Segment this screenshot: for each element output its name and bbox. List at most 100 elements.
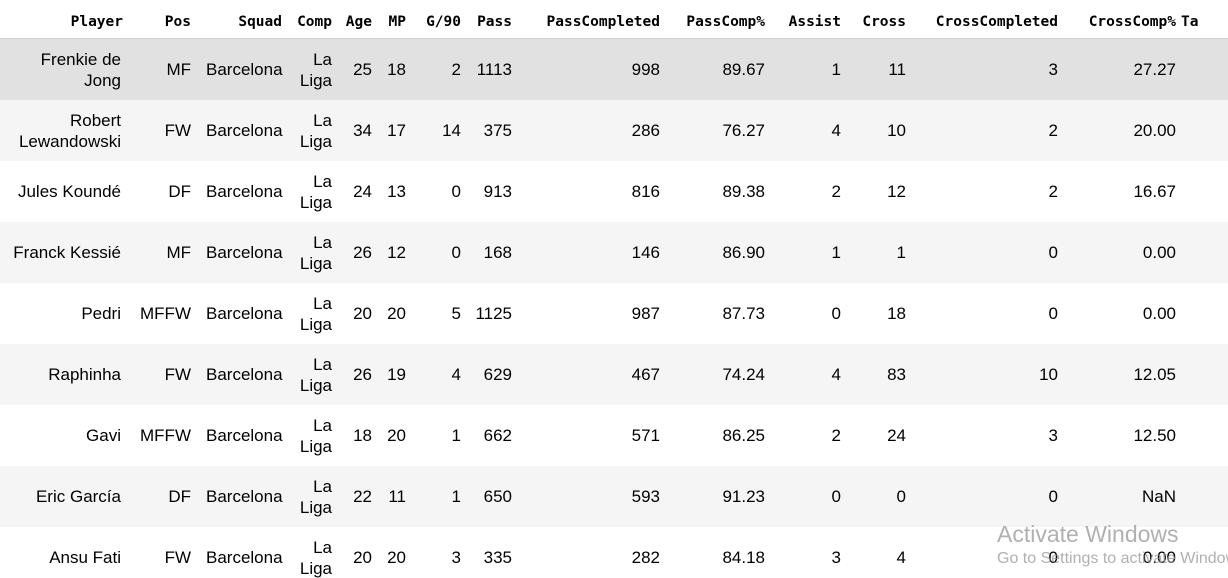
cell-cross: 83 [846,344,911,405]
cell-pos: FW [128,344,196,405]
cell-cross-comp-pct: 0.00 [1063,222,1181,283]
column-header: CrossCompleted [911,0,1063,39]
cell-pass-completed: 987 [631,304,660,323]
cell-age: 22 [337,466,377,527]
cell-pass-comp-pct: 74.24 [665,344,770,405]
column-header: Squad [196,0,287,39]
cell-pos: MF [128,38,196,100]
cell-age: 18 [353,426,372,445]
cell-assist: 1 [770,222,846,283]
cell-cross: 10 [846,100,911,161]
cell-cross: 12 [887,182,906,201]
cell-truncated [1181,527,1228,578]
cell-cross-completed: 2 [1048,182,1058,201]
cell-cross-completed: 3 [911,38,1063,100]
cell-cross-completed: 3 [1048,426,1058,445]
cell-cross: 18 [887,304,906,323]
cell-mp: 17 [377,100,411,161]
cell-squad: Barcelona [206,304,283,323]
cell-pass-completed: 467 [517,344,665,405]
cell-pass: 335 [483,548,512,567]
cell-cross-completed: 2 [911,100,1063,161]
cell-player: Robert Lewandowski [0,100,128,161]
cell-player: Franck Kessié [0,222,128,283]
cell-pass-comp-pct: 91.23 [665,466,770,527]
cell-player: Pedri [81,304,121,323]
column-header: PassCompleted [517,0,665,39]
table-row: Eric García DF Barcelona La Liga 22 11 1 650 593… [0,466,1228,527]
column-header: Assist [770,0,846,39]
cell-comp: La Liga [287,222,337,283]
cell-player: Ansu Fati [49,548,121,567]
cell-mp: 19 [377,344,411,405]
cell-pos: MFFW [140,426,191,445]
cell-g90: 1 [411,466,466,527]
cell-cross-comp-pct: 12.05 [1063,344,1181,405]
cell-assist: 0 [770,466,846,527]
cell-comp: La Liga [287,344,337,405]
cell-age: 26 [337,222,377,283]
cell-pos: MFFW [140,304,191,323]
cell-squad: Barcelona [206,548,283,567]
cell-mp: 20 [387,426,406,445]
cell-g90: 3 [451,548,461,567]
cell-truncated [1181,466,1228,527]
cell-age: 24 [353,182,372,201]
cell-pass-completed: 593 [517,466,665,527]
cell-g90: 1 [451,426,461,445]
cell-pos: FW [164,548,191,567]
table-row: Gavi MFFW Barcelona La Liga 18 20 1 662 571 86.25… [0,405,1228,466]
cell-g90: 0 [411,222,466,283]
cell-comp: La Liga [299,415,332,456]
cell-pos: FW [128,100,196,161]
cell-mp: 11 [377,466,411,527]
cell-squad: Barcelona [196,38,287,100]
cell-pass: 375 [466,100,517,161]
cell-pass-comp-pct: 86.90 [665,222,770,283]
cell-cross-comp-pct: 20.00 [1063,100,1181,161]
column-header: Ta [1181,0,1228,39]
cell-player: Frenkie de Jong [0,38,128,100]
cell-truncated [1181,344,1228,405]
cell-assist: 1 [770,38,846,100]
table-row: Jules Koundé DF Barcelona La Liga 24 13 0 913 81… [0,161,1228,222]
column-header: PassComp% [665,0,770,39]
cell-pass: 168 [466,222,517,283]
cell-assist: 2 [831,182,841,201]
header-row: Player Pos Squad Comp Age MP G/90 Pass P… [0,0,1228,39]
cell-assist: 4 [770,100,846,161]
cell-cross-completed: 0 [911,222,1063,283]
cell-g90: 14 [411,100,466,161]
cell-mp: 12 [377,222,411,283]
cell-comp: La Liga [299,293,332,334]
cell-truncated [1181,283,1228,344]
cell-truncated [1181,405,1228,466]
table-row: Robert Lewandowski FW Barcelona La Liga 34 17… [0,100,1228,161]
cell-mp: 20 [387,304,406,323]
column-header: Comp [287,0,337,39]
cell-cross: 1 [846,222,911,283]
cell-cross-comp-pct: 0.00 [1142,548,1176,567]
cell-squad: Barcelona [196,344,287,405]
cell-cross-comp-pct: NaN [1063,466,1181,527]
cell-pass: 1113 [466,38,517,100]
cell-cross: 24 [887,426,906,445]
cell-pass-completed: 282 [631,548,660,567]
cell-g90: 2 [411,38,466,100]
cell-truncated [1181,222,1228,283]
cell-player: Eric García [0,466,128,527]
table-row: Raphinha FW Barcelona La Liga 26 19 4 629 467 74.… [0,344,1228,405]
cell-assist: 4 [770,344,846,405]
cell-age: 26 [337,344,377,405]
cell-squad: Barcelona [196,466,287,527]
cell-pass-completed: 286 [517,100,665,161]
cell-age: 20 [353,548,372,567]
column-header: Cross [846,0,911,39]
cell-pass: 662 [483,426,512,445]
cell-mp: 13 [387,182,406,201]
cell-squad: Barcelona [206,182,283,201]
cell-pass: 913 [483,182,512,201]
cell-player: Gavi [86,426,121,445]
